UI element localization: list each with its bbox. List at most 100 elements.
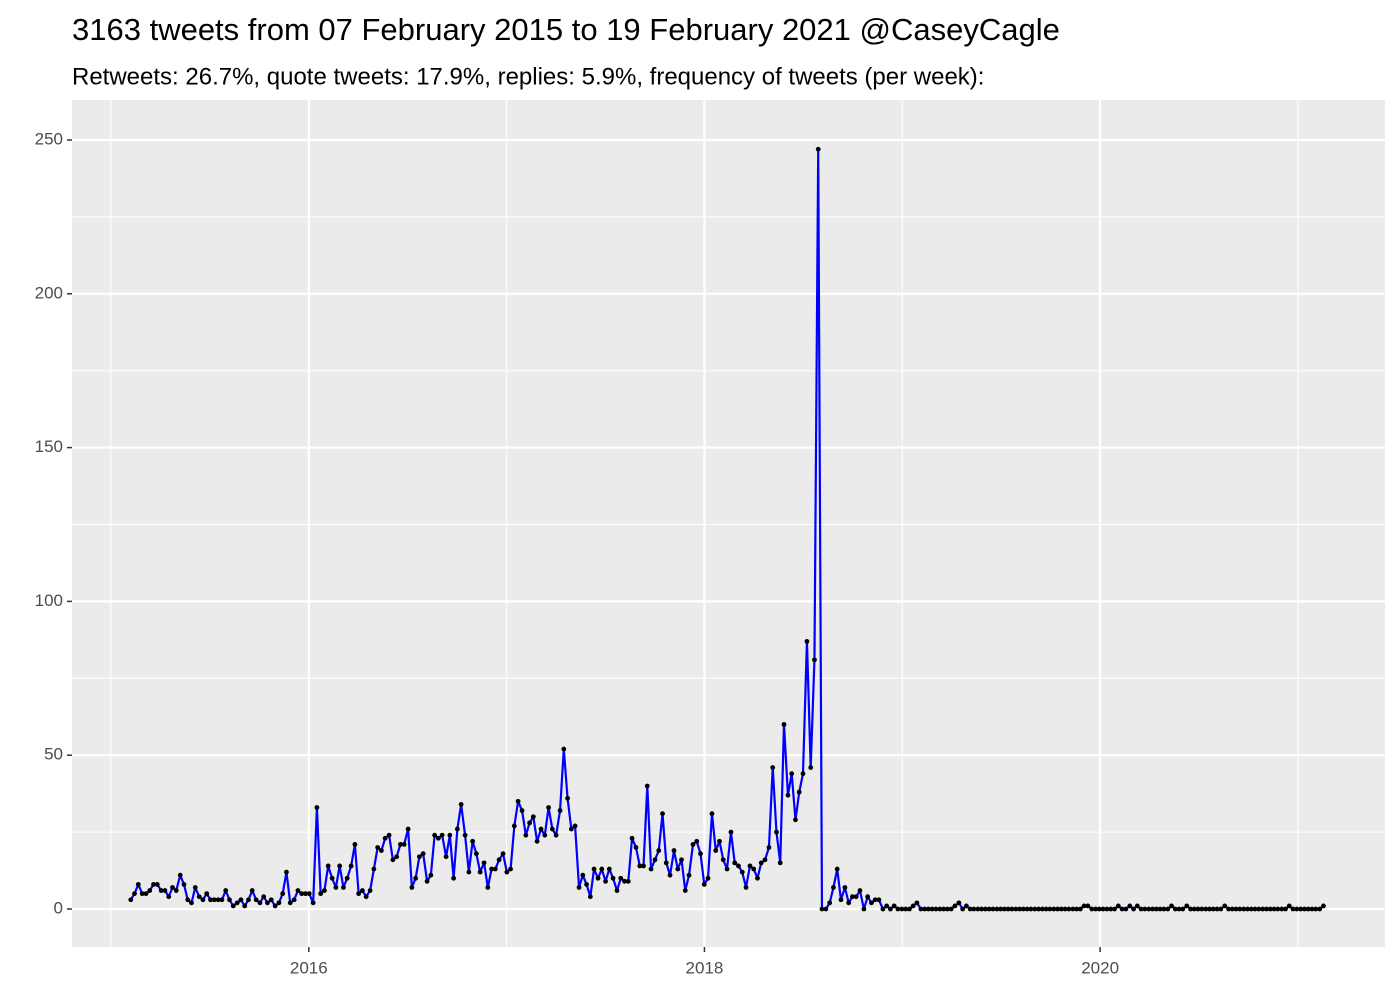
data-point <box>265 900 270 906</box>
data-point <box>196 894 202 900</box>
data-point <box>523 832 529 838</box>
data-point <box>1131 906 1136 912</box>
data-point <box>1085 903 1091 909</box>
data-point <box>1229 906 1235 912</box>
data-point <box>660 811 665 817</box>
data-point <box>781 722 787 727</box>
data-point <box>838 897 844 903</box>
data-point <box>128 897 134 903</box>
data-point <box>732 860 738 866</box>
data-point <box>481 860 487 866</box>
data-point <box>1283 906 1288 912</box>
data-point <box>922 906 928 912</box>
y-tick-label: 50 <box>44 745 63 764</box>
data-point <box>1055 906 1060 912</box>
data-point <box>774 829 779 835</box>
data-point <box>599 866 605 872</box>
data-point <box>952 903 958 909</box>
data-point <box>519 808 525 813</box>
data-point <box>363 894 369 900</box>
data-point <box>1233 906 1239 912</box>
data-point <box>720 857 726 863</box>
y-tick-label: 200 <box>35 283 63 302</box>
data-point <box>888 906 893 912</box>
data-point <box>515 798 521 804</box>
data-point <box>371 866 377 872</box>
data-point <box>979 906 985 912</box>
data-point <box>717 838 722 844</box>
data-point <box>610 875 616 881</box>
data-point <box>1017 906 1023 912</box>
data-point <box>257 900 263 906</box>
data-point <box>291 897 297 903</box>
data-point <box>941 906 947 912</box>
data-point <box>443 854 449 860</box>
data-point <box>572 823 578 829</box>
data-point <box>880 906 886 912</box>
data-point <box>857 888 863 893</box>
data-point <box>1180 906 1186 912</box>
data-point <box>1317 906 1323 912</box>
data-point <box>831 885 836 890</box>
data-point <box>306 891 312 897</box>
data-point <box>1100 906 1106 912</box>
data-point <box>971 906 977 912</box>
data-point <box>1047 906 1053 912</box>
data-point <box>447 832 453 838</box>
data-point <box>1134 903 1140 909</box>
data-point <box>511 823 517 829</box>
data-point <box>762 857 768 863</box>
data-point <box>1195 906 1201 912</box>
data-point <box>595 875 601 881</box>
data-point <box>325 863 331 869</box>
data-point <box>303 891 308 897</box>
data-point <box>747 863 753 869</box>
data-point <box>899 906 905 912</box>
data-point <box>367 888 373 893</box>
data-point <box>1039 906 1045 912</box>
data-point <box>1222 903 1228 909</box>
data-point <box>500 851 506 857</box>
data-point <box>413 875 419 881</box>
data-point <box>963 903 969 909</box>
data-point <box>405 826 411 832</box>
data-point <box>1305 906 1311 912</box>
data-point <box>914 900 920 906</box>
data-point <box>527 820 532 826</box>
data-point <box>135 882 141 887</box>
data-point <box>1237 906 1243 912</box>
data-point <box>534 838 540 844</box>
data-point <box>132 891 137 897</box>
data-point <box>937 906 943 912</box>
data-point <box>842 885 848 890</box>
data-point <box>1138 906 1144 912</box>
data-point <box>390 857 396 863</box>
data-point <box>834 866 840 872</box>
plot-panel <box>72 100 1385 947</box>
data-point <box>170 885 175 890</box>
data-point <box>322 888 327 893</box>
data-point <box>166 894 172 900</box>
data-point <box>139 891 145 897</box>
data-point <box>428 872 434 878</box>
data-point <box>143 891 149 897</box>
data-point <box>956 900 962 906</box>
data-point <box>861 906 867 912</box>
data-point <box>473 851 479 857</box>
x-tick-label: 2016 <box>290 958 328 977</box>
data-point <box>314 805 320 810</box>
data-point <box>1013 906 1019 912</box>
data-point <box>1203 906 1209 912</box>
data-point <box>462 832 468 838</box>
data-point <box>227 897 232 903</box>
data-point <box>865 894 871 900</box>
data-point <box>253 897 259 903</box>
data-point <box>1009 906 1015 912</box>
data-point <box>606 866 612 872</box>
y-tick-label: 100 <box>35 591 63 610</box>
data-point <box>584 882 589 887</box>
data-point <box>872 897 878 903</box>
data-point <box>576 885 582 890</box>
data-point <box>682 888 688 893</box>
data-point <box>1081 903 1087 909</box>
